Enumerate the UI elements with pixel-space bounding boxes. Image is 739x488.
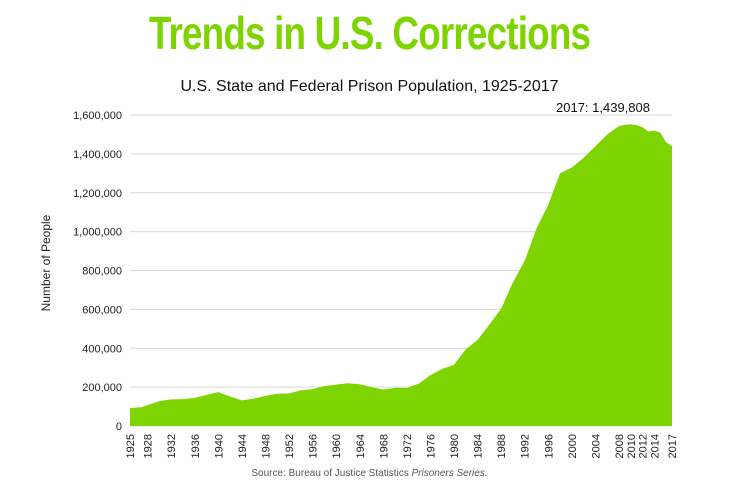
y-tick-label: 200,000 [82, 382, 122, 394]
y-tick-label: 0 [116, 421, 122, 433]
x-tick-label: 2004 [590, 434, 602, 458]
x-tick-label: 2010 [626, 434, 638, 458]
x-tick-label: 1992 [520, 434, 532, 458]
annotation-2017: 2017: 1,439,808 [556, 100, 650, 115]
y-tick-label: 400,000 [82, 343, 122, 355]
source-italic: Prisoners Series. [411, 468, 488, 479]
y-tick-label: 1,000,000 [73, 227, 122, 239]
x-tick-label: 2017 [667, 434, 679, 458]
x-tick-label: 1964 [355, 434, 367, 458]
x-tick-label: 2012 [638, 434, 650, 458]
x-tick-label: 1952 [284, 434, 296, 458]
y-tick-label: 1,200,000 [73, 188, 122, 200]
y-tick-label: 1,600,000 [73, 110, 122, 122]
x-tick-label: 1980 [449, 434, 461, 458]
y-tick-label: 1,400,000 [73, 149, 122, 161]
source-text: : Bureau of Justice Statistics [283, 468, 412, 479]
y-tick-label: 800,000 [82, 266, 122, 278]
x-tick-label: 1984 [473, 434, 485, 458]
x-tick-label: 2014 [649, 434, 661, 458]
x-tick-label: 1968 [378, 434, 390, 458]
x-tick-label: 2008 [614, 434, 626, 458]
y-axis-label: Number of People [39, 214, 53, 311]
source-label: Source [251, 468, 284, 479]
x-tick-label: 1948 [261, 434, 273, 458]
x-tick-label: 1996 [543, 434, 555, 458]
y-axis: 0 200,000 400,000 600,000 800,000 1,000,000 1,… [73, 110, 122, 433]
x-tick-label: 1972 [402, 434, 414, 458]
x-tick-label: 1928 [143, 434, 155, 458]
page-title: Trends in U.S. Corrections [148, 7, 591, 59]
chart-title: U.S. State and Federal Prison Population… [180, 78, 559, 95]
x-axis: 1925 1928 1932 1936 1940 1944 1948 1952 1956 1960… [125, 434, 679, 458]
x-tick-label: 1956 [308, 434, 320, 458]
y-tick-label: 600,000 [82, 304, 122, 316]
x-tick-label: 1932 [166, 434, 178, 458]
x-tick-label: 1976 [425, 434, 437, 458]
x-tick-label: 1936 [190, 434, 202, 458]
area-series-prison-population [130, 124, 672, 426]
x-tick-label: 1960 [331, 434, 343, 458]
x-tick-label: 1925 [125, 434, 137, 458]
x-tick-label: 1988 [496, 434, 508, 458]
x-tick-label: 1940 [213, 434, 225, 458]
source-note: Source: Bureau of Justice Statistics Pri… [0, 468, 739, 479]
x-tick-label: 2000 [567, 434, 579, 458]
x-tick-label: 1944 [237, 434, 249, 458]
